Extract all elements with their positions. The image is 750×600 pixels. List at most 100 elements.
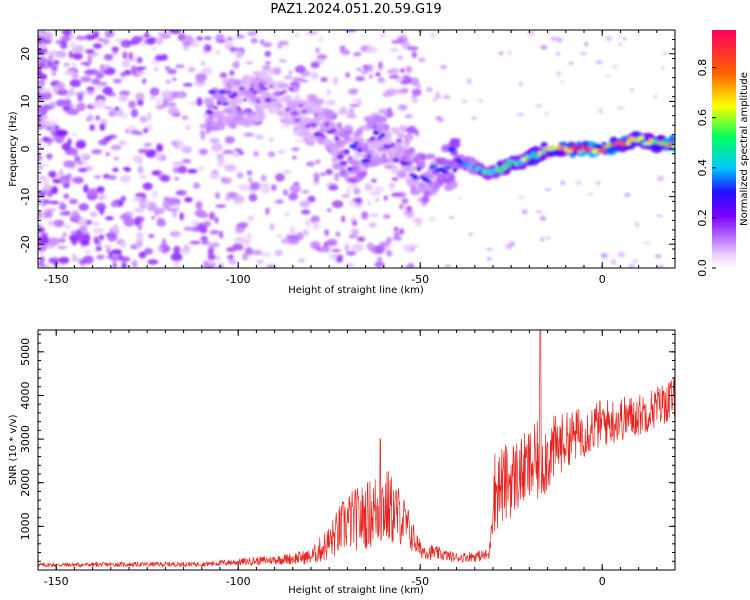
- y-tick-label: 2000: [19, 469, 32, 497]
- spectrogram-noise-blob: [229, 47, 241, 51]
- y-tick-label: 1000: [19, 512, 32, 540]
- spectrogram-noise-blob: [661, 66, 665, 71]
- spectrogram-signal-halo: [448, 180, 458, 189]
- spectrogram-noise-blob: [83, 255, 94, 265]
- spectrogram-noise-blob: [351, 220, 358, 227]
- spectrogram-noise-blob: [155, 104, 165, 110]
- spectrogram-noise-blob: [325, 100, 336, 106]
- y-tick-label: 20: [19, 47, 32, 61]
- spectrogram-noise-blob: [110, 254, 120, 262]
- spectrogram-signal-core: [330, 127, 337, 132]
- spectrogram-noise-blob: [228, 259, 238, 265]
- spectrogram-signal-core: [221, 102, 230, 106]
- spectrogram-noise-blob: [78, 203, 89, 211]
- spectrogram-signal-core: [362, 158, 371, 163]
- spectrogram-signal-core: [438, 167, 446, 171]
- spectrogram-noise-blob: [121, 262, 127, 268]
- spectrogram-signal-core: [285, 107, 291, 112]
- spectrogram-signal-core: [660, 141, 669, 145]
- spectrogram-noise-blob: [324, 229, 330, 237]
- spectrogram-noise-blob: [119, 175, 131, 183]
- spectrogram-noise-blob: [153, 66, 159, 72]
- spectrogram-noise-blob: [653, 94, 658, 99]
- spectrogram-noise-blob: [414, 82, 420, 86]
- spectrogram-noise-blob: [152, 47, 157, 51]
- spectrogram-noise-blob: [550, 36, 559, 41]
- spectrogram-signal-core: [264, 97, 272, 103]
- spectrogram-noise-blob: [411, 88, 422, 97]
- spectrogram-noise-blob: [318, 36, 324, 43]
- spectrogram-noise-blob: [57, 245, 68, 250]
- spectrogram-noise-blob: [258, 182, 268, 190]
- spectrogram-noise-blob: [99, 123, 106, 131]
- spectrogram-noise-blob: [195, 73, 207, 82]
- spectrogram-noise-blob: [38, 111, 42, 116]
- spectrogram-signal-core: [302, 109, 307, 114]
- spectrogram-signal-core: [497, 169, 504, 173]
- spectrogram-noise-blob: [277, 150, 286, 154]
- spectrogram-signal-core: [664, 144, 671, 148]
- snr-ticks: -150 -100 -50 0 1000 2000 3000 4000 5000: [19, 330, 676, 588]
- spectrogram-noise-blob: [392, 236, 403, 241]
- spectrogram-noise-blob: [71, 210, 80, 220]
- spectrogram-noise-blob: [341, 194, 350, 198]
- spectrogram-noise-blob: [64, 98, 71, 107]
- y-tick-label: 5000: [19, 338, 32, 366]
- spectrogram-noise-blob: [376, 256, 383, 262]
- spectrogram-noise-blob: [139, 175, 147, 179]
- spectrogram-noise-blob: [80, 240, 90, 246]
- spectrogram-noise-blob: [391, 40, 400, 44]
- spectrogram-noise-blob: [560, 180, 566, 186]
- spectrogram-noise-blob: [138, 251, 147, 259]
- spectrogram-noise-blob: [293, 33, 300, 38]
- spectrogram-signal-core: [425, 179, 432, 184]
- spectrogram-signal-core: [396, 139, 402, 142]
- spectrogram-noise-blob: [351, 243, 364, 253]
- spectrogram-noise-blob: [136, 71, 145, 76]
- spectrogram-signal-core: [412, 175, 419, 180]
- spectrogram-noise-blob: [59, 211, 67, 216]
- spectrogram-noise-blob: [268, 137, 274, 143]
- spectrogram-signal-halo: [391, 165, 399, 175]
- spectrogram-signal-core: [298, 104, 304, 108]
- spectrogram-noise-blob: [38, 30, 43, 37]
- spectrogram-noise-blob: [88, 69, 99, 73]
- spectrogram-noise-blob: [458, 197, 463, 200]
- spectrogram-noise-blob: [539, 215, 547, 221]
- spectrogram-noise-blob: [130, 108, 139, 118]
- spectrogram-noise-blob: [344, 244, 350, 252]
- spectrogram-noise-blob: [345, 30, 357, 33]
- spectrogram-signal-halo: [264, 76, 274, 82]
- spectrogram-noise-blob: [274, 249, 284, 257]
- spectrogram-noise-blob: [103, 106, 113, 110]
- spectrogram-noise-blob: [402, 204, 406, 210]
- spectrogram-signal-halo: [448, 140, 461, 149]
- x-tick-label: -150: [44, 273, 69, 286]
- spectrogram-noise-blob: [102, 37, 110, 45]
- colorbar-ticks: 0.0 0.2 0.4 0.6 0.8: [696, 59, 716, 277]
- spectrogram-noise-blob: [157, 32, 170, 37]
- snr-xlabel: Height of straight line (km): [288, 585, 424, 596]
- spectrogram-noise-blob: [357, 236, 366, 242]
- spectrogram-noise-blob: [95, 246, 102, 252]
- spectrogram-noise-blob: [52, 59, 60, 66]
- spectrogram-noise-blob: [655, 214, 664, 218]
- spectrogram-noise-blob: [217, 157, 226, 166]
- spectrogram-noise-blob: [199, 81, 206, 86]
- spectrogram-noise-blob: [143, 248, 153, 255]
- spectrogram-noise-blob: [291, 147, 300, 152]
- spectrogram-noise-blob: [654, 254, 662, 259]
- spectrogram-signal-core: [324, 122, 330, 127]
- spectrogram-noise-blob: [259, 39, 265, 45]
- spectrogram-noise-blob: [47, 153, 52, 161]
- spectrogram-noise-blob: [50, 71, 57, 76]
- spectrogram-noise-blob: [269, 223, 275, 231]
- chart-title: PAZ1.2024.051.20.59.G19: [270, 2, 442, 17]
- spectrogram-noise-blob: [38, 224, 42, 229]
- spectrogram-noise-blob: [305, 140, 316, 146]
- spectrogram-noise-blob: [50, 124, 56, 132]
- spectrogram-noise-blob: [320, 172, 326, 176]
- spectrogram-noise-blob: [160, 174, 171, 182]
- spectrogram-noise-blob: [250, 37, 258, 44]
- spectrogram-noise-blob: [367, 200, 372, 206]
